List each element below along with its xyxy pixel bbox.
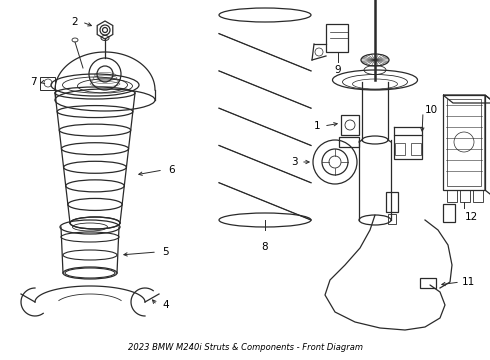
Text: 2023 BMW M240i Struts & Components - Front Diagram: 2023 BMW M240i Struts & Components - Fro… bbox=[127, 343, 363, 352]
Text: 10: 10 bbox=[425, 105, 438, 115]
Text: 9: 9 bbox=[335, 65, 342, 75]
Text: 5: 5 bbox=[162, 247, 169, 257]
Text: 3: 3 bbox=[292, 157, 298, 167]
Text: 1: 1 bbox=[314, 121, 320, 131]
Text: 7: 7 bbox=[30, 77, 36, 87]
Text: 2: 2 bbox=[72, 17, 78, 27]
Text: 11: 11 bbox=[462, 277, 475, 287]
Text: 8: 8 bbox=[262, 242, 269, 252]
Text: 4: 4 bbox=[162, 300, 169, 310]
Text: 6: 6 bbox=[168, 165, 174, 175]
Text: 12: 12 bbox=[465, 212, 478, 222]
